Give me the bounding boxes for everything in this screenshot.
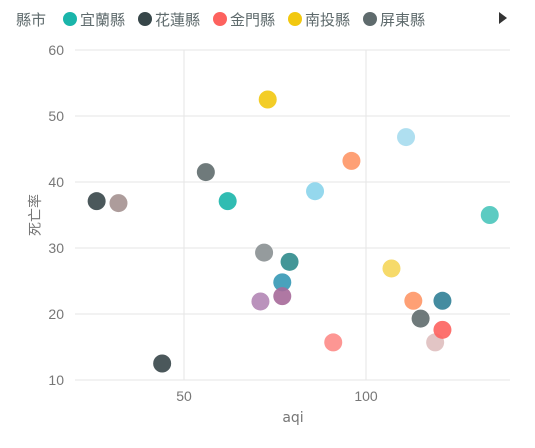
x-axis-ticks: 50 100 — [176, 388, 378, 404]
y-tick-label: 30 — [48, 240, 64, 256]
x-tick-label: 100 — [354, 388, 378, 404]
y-tick-label: 40 — [48, 174, 64, 190]
data-point[interactable] — [382, 259, 401, 278]
data-point[interactable] — [153, 354, 172, 373]
data-point[interactable] — [258, 90, 277, 109]
data-point[interactable] — [404, 291, 423, 310]
y-tick-label: 60 — [48, 42, 64, 58]
y-axis-ticks: 10 20 30 40 50 60 — [48, 42, 64, 388]
data-point[interactable] — [433, 320, 452, 339]
legend-label: 屏東縣 — [380, 11, 425, 29]
data-point[interactable] — [433, 291, 452, 310]
data-point[interactable] — [273, 287, 292, 306]
play-triangle-icon[interactable] — [499, 12, 507, 24]
y-tick-label: 10 — [48, 372, 64, 388]
data-points — [87, 90, 499, 373]
legend-marker — [138, 12, 152, 26]
x-axis-title: aqi — [282, 410, 303, 426]
data-point[interactable] — [251, 292, 270, 311]
data-point[interactable] — [324, 333, 343, 352]
legend-marker — [288, 12, 302, 26]
grid — [75, 49, 510, 381]
y-tick-label: 20 — [48, 306, 64, 322]
x-tick-label: 50 — [176, 388, 192, 404]
data-point[interactable] — [306, 182, 325, 201]
data-point[interactable] — [411, 309, 430, 328]
data-point[interactable] — [255, 243, 274, 262]
legend-marker — [213, 12, 227, 26]
data-point[interactable] — [87, 192, 106, 211]
legend-label: 南投縣 — [305, 11, 350, 29]
data-point[interactable] — [342, 151, 361, 170]
data-point[interactable] — [218, 192, 237, 211]
legend-label: 金門縣 — [230, 11, 275, 29]
legend-title: 縣市 — [16, 11, 46, 29]
legend-label: 花蓮縣 — [155, 11, 200, 29]
data-point[interactable] — [480, 206, 499, 224]
legend-item-4[interactable]: 南投縣 — [288, 11, 350, 29]
y-tick-label: 50 — [48, 108, 64, 124]
y-axis-title: 死亡率 — [27, 194, 44, 236]
legend-item-3[interactable]: 金門縣 — [213, 11, 275, 29]
legend-item-1[interactable]: 宜蘭縣 — [63, 11, 125, 29]
data-point[interactable] — [397, 128, 416, 147]
data-point[interactable] — [109, 194, 128, 213]
legend: 縣市 宜蘭縣 花蓮縣 金門縣 南投縣 屏東縣 — [16, 11, 507, 29]
legend-item-2[interactable]: 花蓮縣 — [138, 11, 200, 29]
legend-item-5[interactable]: 屏東縣 — [363, 11, 425, 29]
legend-marker — [63, 12, 77, 26]
legend-marker — [363, 12, 377, 26]
data-point[interactable] — [196, 163, 215, 182]
data-point[interactable] — [280, 252, 299, 271]
legend-label: 宜蘭縣 — [80, 11, 125, 29]
data-point[interactable] — [273, 273, 292, 292]
